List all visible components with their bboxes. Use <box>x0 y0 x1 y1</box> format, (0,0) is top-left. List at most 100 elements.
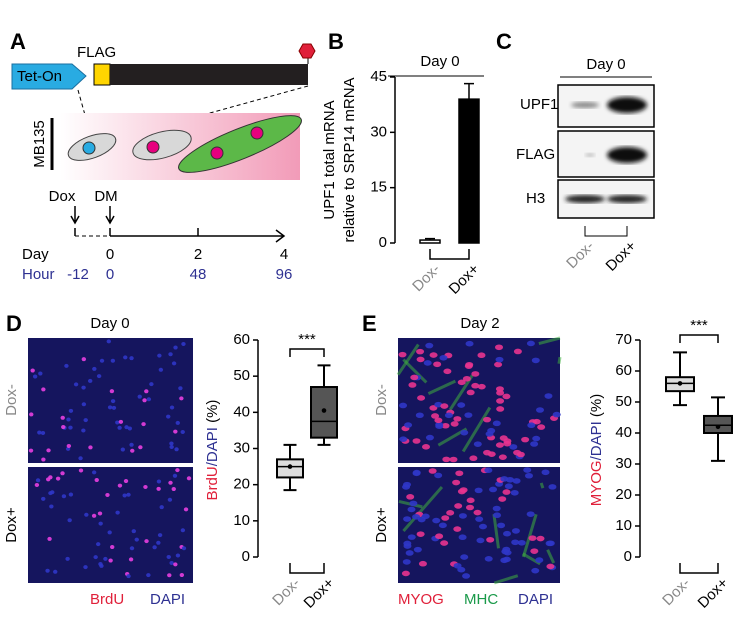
nucleus-stain <box>60 415 65 420</box>
nucleus-stain <box>435 533 444 540</box>
nucleus-stain <box>531 567 540 574</box>
nucleus-stain <box>487 451 496 457</box>
nucleus-stain <box>462 573 471 579</box>
band <box>607 97 647 113</box>
nucleus-stain <box>417 395 426 401</box>
nucleus-stain <box>115 510 120 515</box>
band <box>607 195 647 203</box>
nucleus-stain <box>46 448 51 453</box>
nucleus-stain <box>526 340 535 347</box>
nucleus-stain <box>78 468 84 473</box>
nucleus-stain <box>460 554 469 560</box>
nucleus-stain <box>40 430 46 435</box>
whisker <box>317 364 331 388</box>
y-axis-label: MYOG/DAPI (%) <box>588 394 605 507</box>
nucleus-stain <box>117 483 123 488</box>
nucleus-stain <box>460 429 469 436</box>
nucleus-stain <box>88 445 93 450</box>
nucleus-stain <box>513 348 522 355</box>
nucleus-stain <box>91 513 97 518</box>
nucleus-stain <box>401 570 410 577</box>
nucleus-stain <box>129 442 134 447</box>
nucleus-stain <box>498 496 507 502</box>
nucleus-stain <box>521 436 530 443</box>
nucleus-stain <box>536 407 545 413</box>
nucleus-stain <box>441 515 450 521</box>
panel-a: A Tet-On FLAG MB135 Dox DM Day 0 2 4 Hou… <box>10 29 316 283</box>
y-tick-label: 60 <box>615 362 632 379</box>
nucleus-stain <box>110 545 115 550</box>
nucleus-stain <box>406 494 415 500</box>
nucleus-stain <box>68 492 74 497</box>
nucleus-stain <box>439 354 448 361</box>
nucleus-stain <box>434 401 443 408</box>
cell-line-label: MB135 <box>31 120 48 168</box>
nucleus-stain <box>524 472 533 479</box>
nucleus-stain <box>41 387 46 392</box>
image-row-label: Dox+ <box>373 507 390 543</box>
nucleus-stain <box>471 382 480 389</box>
error-bar <box>425 237 435 241</box>
nucleus-stain <box>159 505 164 510</box>
stain-label: MHC <box>464 591 498 608</box>
nucleus-stain <box>110 358 116 363</box>
nucleus-stain <box>118 419 124 424</box>
blot-row-label: UPF1 <box>520 96 558 113</box>
nucleus-stain <box>169 444 174 449</box>
nucleus-stain <box>30 368 35 373</box>
nucleus-stain <box>434 472 443 479</box>
nucleus-stain <box>497 522 506 529</box>
y-tick-label: 50 <box>233 367 250 384</box>
y-axis-label: UPF1 total mRNA <box>321 100 338 219</box>
y-tick-label: 15 <box>370 179 387 196</box>
nucleus-stain <box>552 411 561 418</box>
x-tick-label: Dox- <box>269 575 303 609</box>
nucleus-stain <box>425 434 434 441</box>
nucleus-stain <box>478 523 487 530</box>
nucleus-stain <box>108 558 113 563</box>
category-bracket <box>679 563 719 574</box>
nucleus-stain <box>496 406 505 412</box>
nucleus-stain <box>181 546 187 551</box>
day-tick: 0 <box>106 246 114 263</box>
nucleus-stain <box>143 485 148 490</box>
y-tick-label: 40 <box>233 403 250 420</box>
whisker <box>673 391 687 407</box>
x-tick-label: Dox- <box>409 261 443 295</box>
nucleus-stain <box>483 416 492 423</box>
nucleus-stain <box>172 473 178 478</box>
nucleus-stain <box>144 539 149 544</box>
nucleus-stain <box>503 440 512 447</box>
nucleus-stain <box>429 405 438 411</box>
nucleus-stain <box>484 467 493 474</box>
hour-tick: -12 <box>67 266 89 283</box>
mean <box>287 464 293 469</box>
nucleus-stain <box>407 506 416 513</box>
nucleus-stain <box>408 382 417 388</box>
panel-title: Day 0 <box>90 315 129 332</box>
myotube-stain <box>402 486 444 532</box>
nucleus-stain <box>410 374 419 381</box>
nucleus-stain <box>68 408 74 413</box>
nucleus-stain <box>485 431 494 437</box>
nucleus-stain <box>526 511 535 517</box>
nucleus-stain <box>469 455 478 462</box>
nucleus-stain <box>403 540 412 547</box>
nucleus-stain <box>454 503 463 509</box>
whisker <box>283 443 297 460</box>
nucleus-stain <box>91 470 97 475</box>
nucleus-stain <box>531 357 540 364</box>
mean <box>677 381 683 386</box>
panel-title: Day 2 <box>460 315 499 332</box>
whisker <box>711 396 725 416</box>
nucleus-stain <box>457 379 466 386</box>
nucleus-stain <box>81 402 87 407</box>
nucleus-stain <box>453 526 462 532</box>
nucleus-stain <box>466 497 475 504</box>
stain-label: MYOG <box>398 591 444 608</box>
nucleus-stain <box>120 447 126 452</box>
x-tick-label: Dox+ <box>301 574 338 611</box>
myotube-stain <box>396 343 420 376</box>
nucleus-stain <box>495 344 504 351</box>
